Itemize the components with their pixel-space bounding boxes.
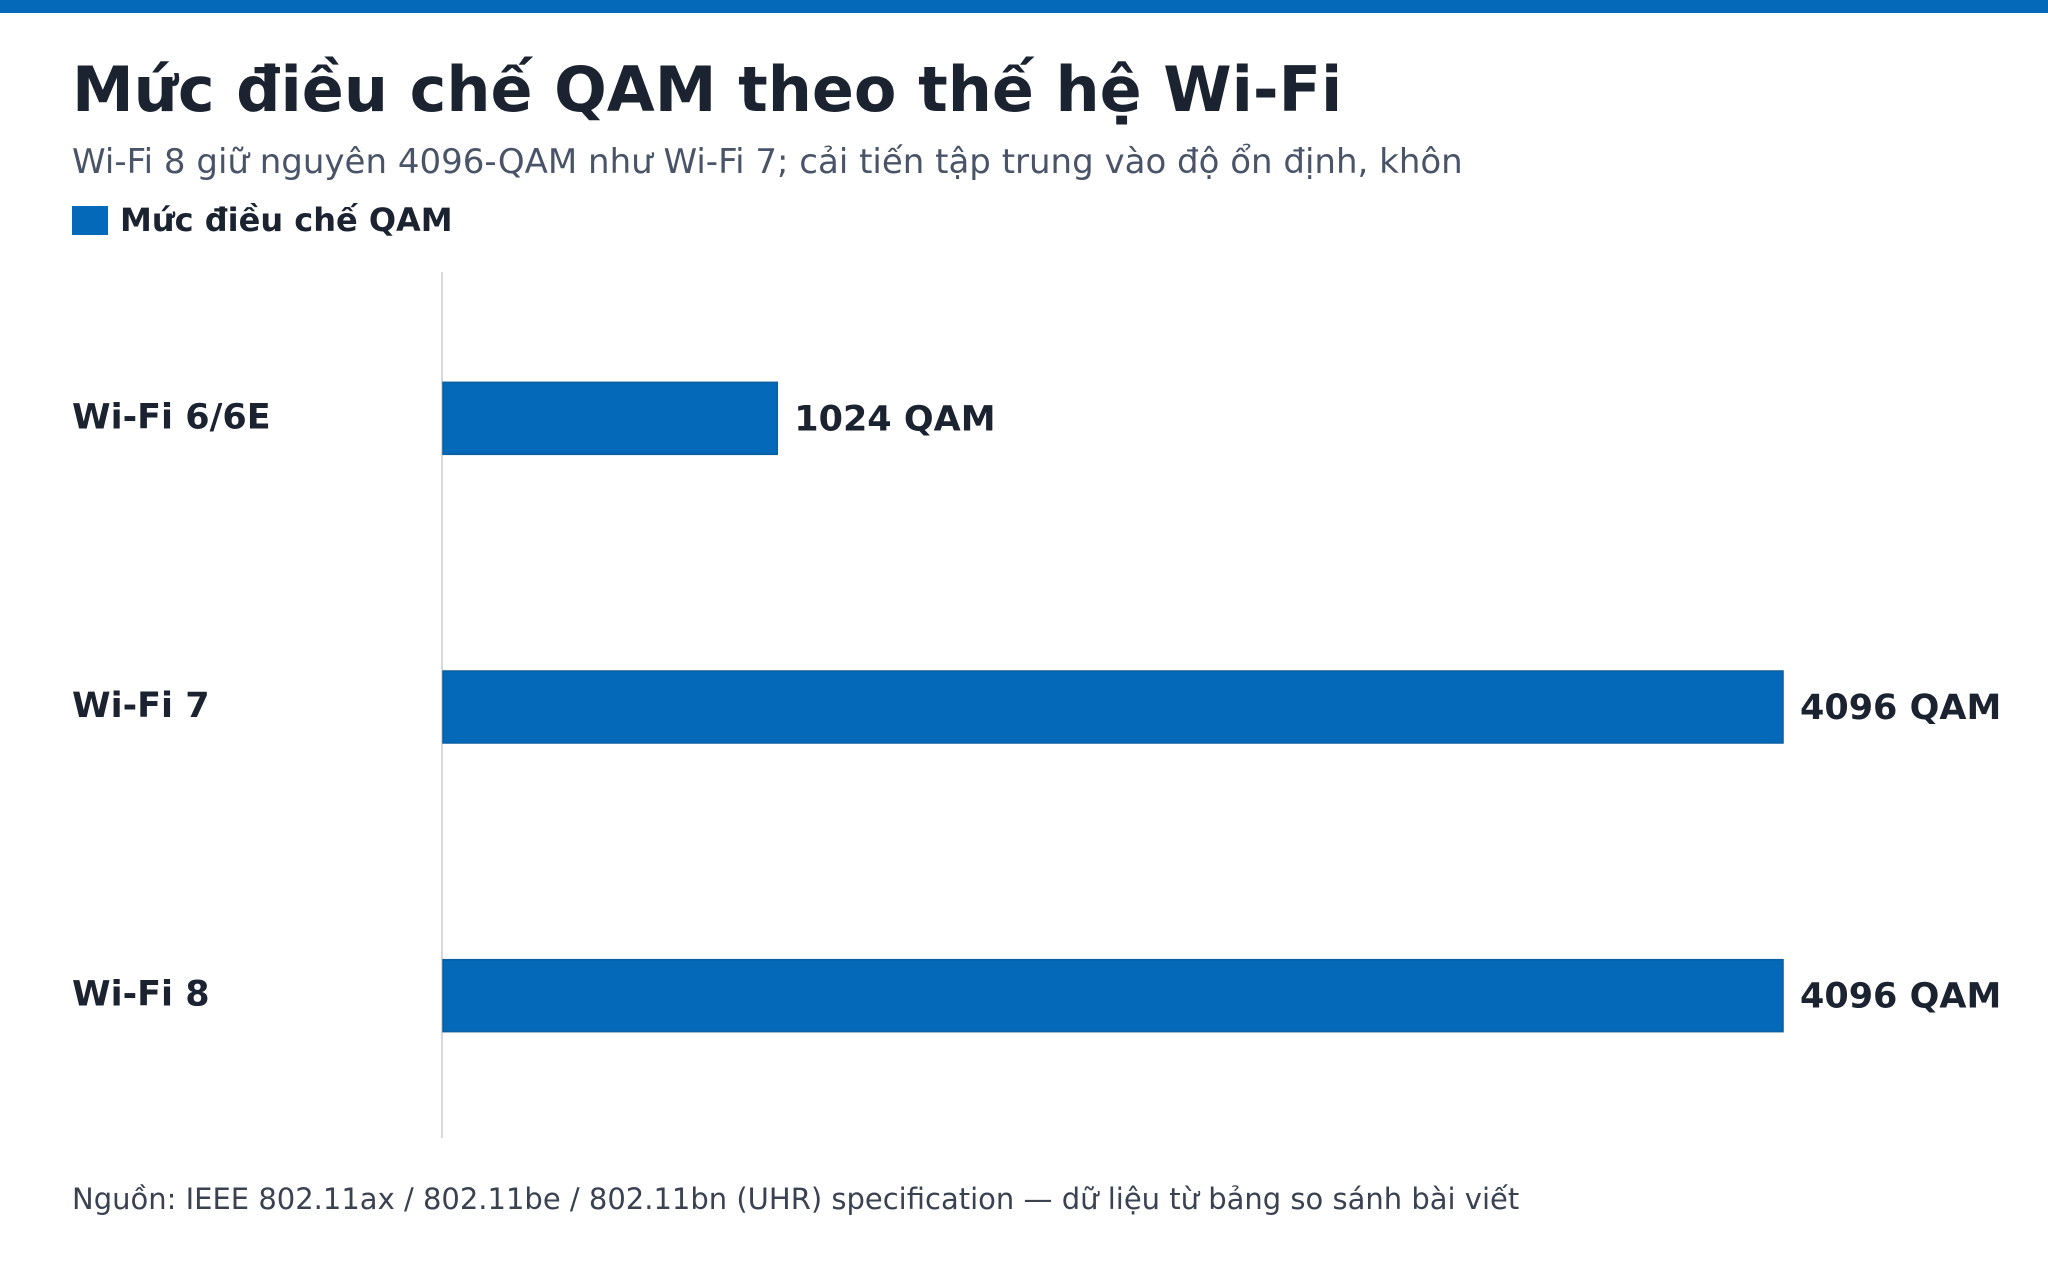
- legend-label: Mức điều chế QAM: [120, 201, 453, 239]
- category-label: Wi-Fi 8: [72, 975, 210, 1015]
- top-accent-bar: [0, 0, 2048, 13]
- bar: [442, 381, 778, 456]
- chart-legend: Mức điều chế QAM: [72, 198, 453, 242]
- source-note: Nguồn: IEEE 802.11ax / 802.11be / 802.11…: [72, 1182, 1520, 1216]
- bar-chart: Wi-Fi 6/6E 1024 QAM Wi-Fi 7 4096 QAM Wi-Fi 8…: [72, 272, 2001, 1138]
- data-label: 4096 QAM: [1800, 688, 2001, 728]
- chart-title: Mức điều chế QAM theo thế hệ Wi-Fi: [72, 53, 1343, 126]
- category-label: Wi-Fi 6/6E: [72, 397, 271, 437]
- data-label: 1024 QAM: [794, 399, 995, 439]
- data-label: 4096 QAM: [1800, 977, 2001, 1017]
- legend-swatch: [72, 205, 108, 235]
- bar: [442, 670, 1784, 744]
- bar: [442, 958, 1784, 1033]
- chart-subtitle: Wi-Fi 8 giữ nguyên 4096-QAM như Wi-Fi 7;…: [72, 142, 1463, 182]
- category-label: Wi-Fi 7: [72, 686, 210, 726]
